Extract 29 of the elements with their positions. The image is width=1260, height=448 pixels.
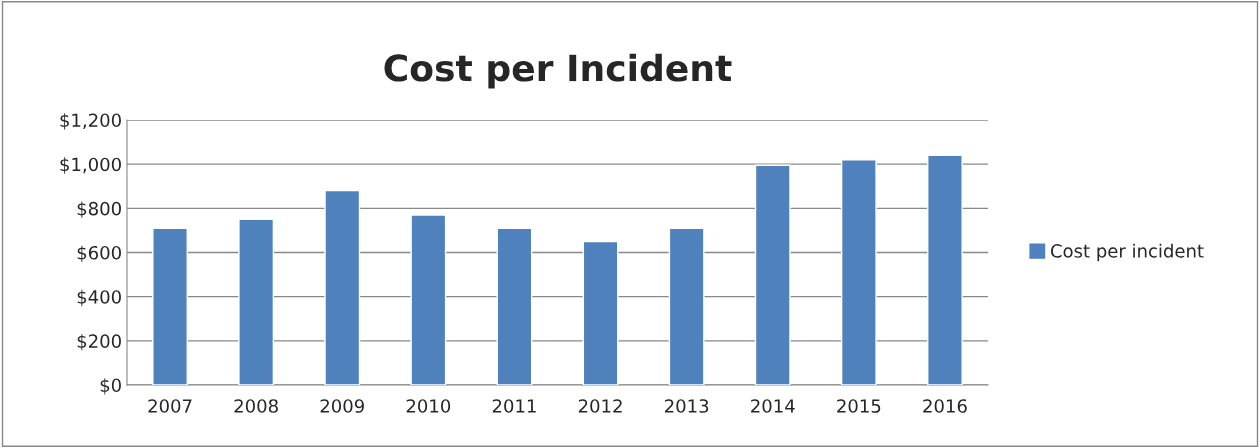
y-tick-label: $600 [77,245,121,263]
x-tick-label: 2014 [751,399,795,413]
x-tick-label: 2012 [578,399,622,413]
bar [324,189,361,385]
x-tick-label: 2016 [923,399,967,413]
x-tick-label: 2011 [492,399,536,413]
y-tick-label: $1,000 [60,157,121,174]
x-tick-label: 2015 [837,399,881,413]
x-tick-label: 2009 [320,399,364,413]
chart-title: Cost per Incident [384,53,732,89]
x-tick-label: 2013 [665,399,709,413]
x-tick-label: 2007 [148,399,192,413]
y-tick-label: $200 [77,333,121,351]
y-tick-label: $1,200 [60,113,121,130]
bar [927,154,963,385]
y-tick-label: $0 [100,378,121,395]
x-tick-label: 2010 [406,399,451,413]
bar [754,164,791,385]
bar [668,227,705,385]
x-tick-label: 2008 [234,399,278,413]
y-tick-label: $800 [77,201,121,218]
bar [410,214,447,385]
bar [582,240,619,385]
y-tick-label: $400 [77,289,121,307]
bar [152,227,188,385]
bar [496,227,533,385]
legend-label: Cost per incident [1050,243,1204,262]
bar [840,159,877,385]
bar [238,218,275,385]
